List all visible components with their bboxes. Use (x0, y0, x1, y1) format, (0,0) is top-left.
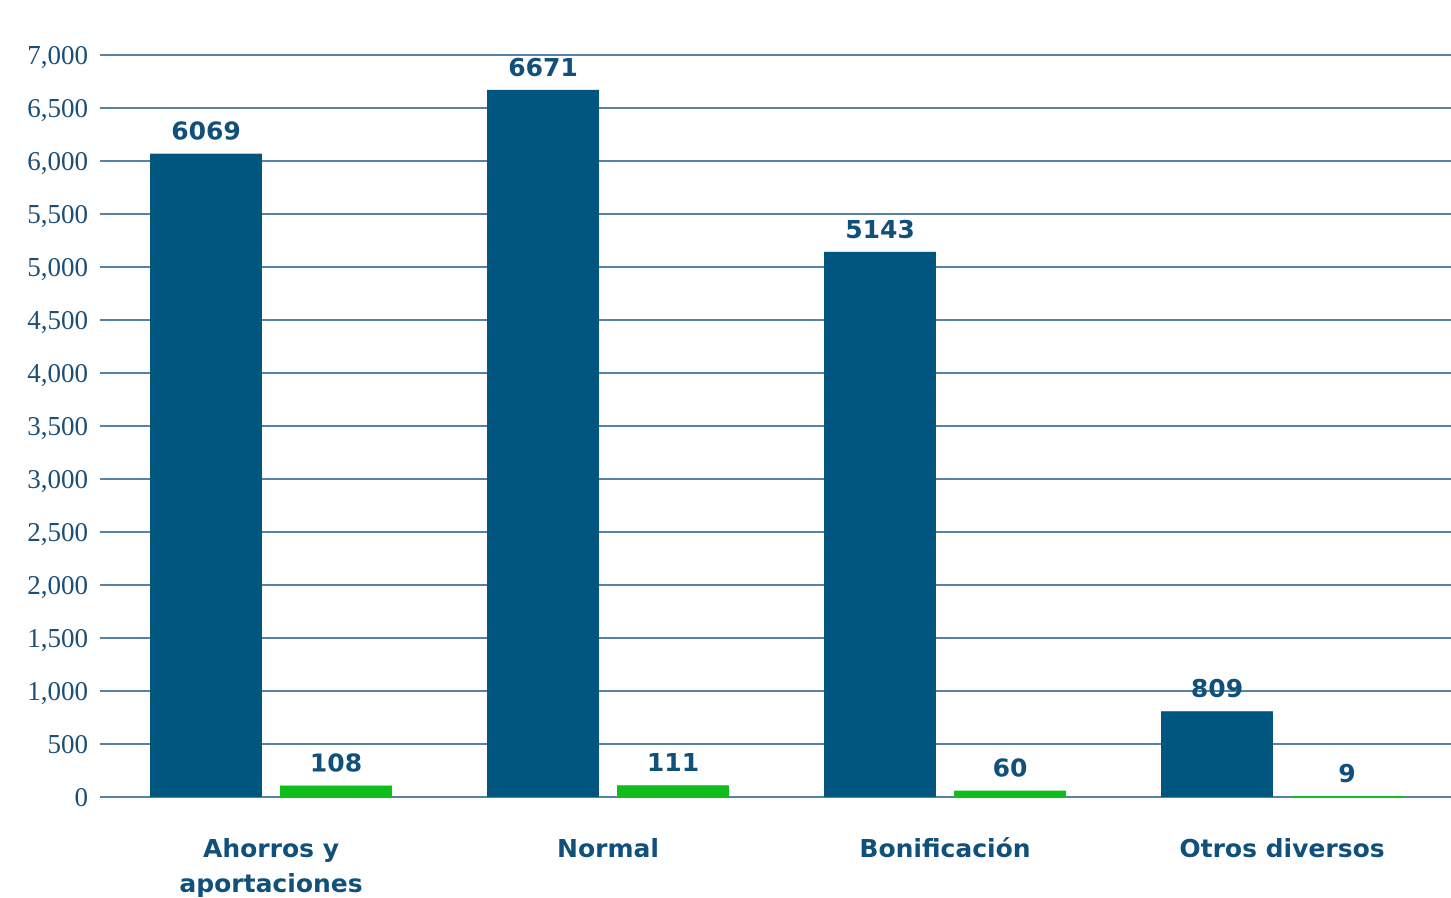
bar-series2-cat1 (280, 785, 392, 797)
y-tick-label: 5,500 (27, 199, 88, 229)
y-tick-label: 4,500 (27, 305, 88, 335)
category-label-line: Normal (557, 834, 659, 863)
y-tick-label: 2,000 (27, 570, 88, 600)
y-tick-label: 1,000 (27, 676, 88, 706)
data-labels: 6069 108 6671 111 5143 60 809 9 (171, 53, 1356, 788)
data-label: 108 (310, 749, 362, 778)
y-tick-label: 1,500 (27, 623, 88, 653)
bar-series1-cat3 (824, 251, 936, 798)
bar-series1-cat1 (150, 153, 262, 797)
y-tick-label: 0 (75, 782, 89, 812)
bar-series2-cat2 (617, 785, 729, 797)
data-label: 9 (1338, 759, 1355, 788)
data-label: 60 (993, 754, 1028, 783)
data-label: 6069 (171, 117, 241, 146)
y-tick-label: 500 (48, 729, 89, 759)
y-tick-label: 2,500 (27, 517, 88, 547)
category-label: Otros diversos (1179, 834, 1384, 863)
bars (150, 89, 1403, 798)
y-tick-label: 7,000 (27, 40, 88, 70)
y-tick-label: 6,000 (27, 146, 88, 176)
category-label: Ahorros y aportaciones (179, 834, 362, 898)
data-label: 5143 (845, 215, 915, 244)
category-label-line: Otros diversos (1179, 834, 1384, 863)
bar-series1-cat2 (487, 89, 599, 797)
data-label: 111 (647, 748, 699, 777)
y-tick-label: 3,500 (27, 411, 88, 441)
y-tick-label: 3,000 (27, 464, 88, 494)
y-axis-tick-labels: 0 500 1,000 1,500 2,000 2,500 3,000 3,500 4,000 4… (27, 40, 88, 812)
y-tick-label: 4,000 (27, 358, 88, 388)
bar-series2-cat3 (954, 790, 1066, 797)
category-label: Bonificación (859, 834, 1030, 863)
category-label-line: Bonificación (859, 834, 1030, 863)
category-labels: Ahorros y aportaciones Normal Bonificación O… (179, 834, 1384, 898)
bar-series2-cat4 (1291, 796, 1403, 797)
category-label-line: aportaciones (179, 869, 362, 898)
y-tick-label: 5,000 (27, 252, 88, 282)
gridlines (100, 54, 1451, 798)
data-label: 809 (1191, 674, 1243, 703)
category-label: Normal (557, 834, 659, 863)
data-label: 6671 (508, 53, 578, 82)
category-label-line: Ahorros y (203, 834, 339, 863)
bar-series1-cat4 (1161, 711, 1273, 797)
y-tick-label: 6,500 (27, 93, 88, 123)
